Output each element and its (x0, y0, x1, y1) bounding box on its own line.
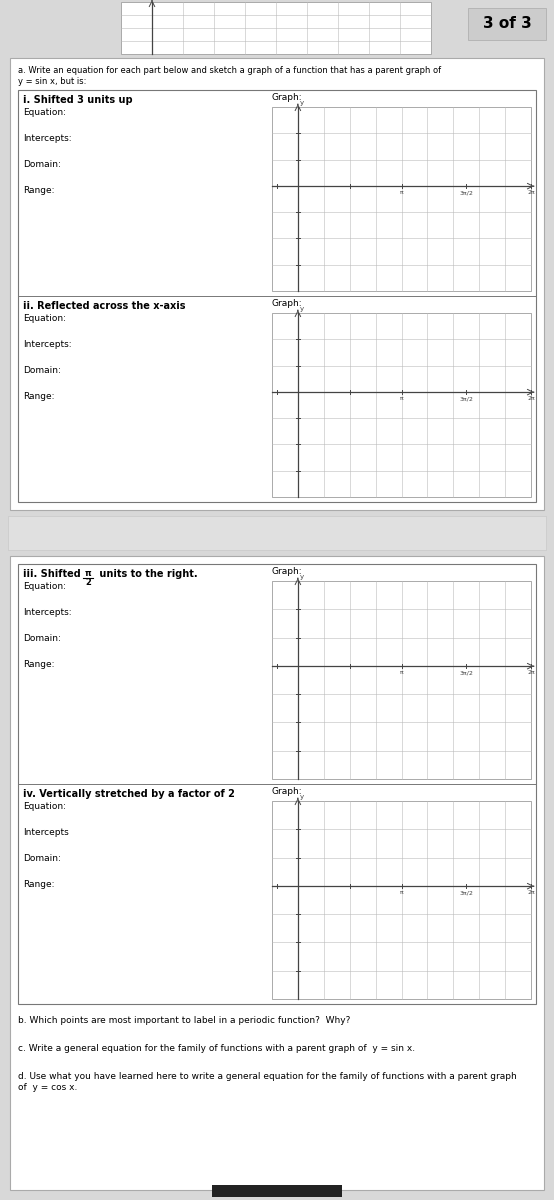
Text: y: y (300, 574, 304, 580)
Bar (10, 556, 544, 1190)
Text: Intercepts:: Intercepts: (23, 340, 71, 349)
Text: Graph:: Graph: (272, 92, 302, 102)
Text: Graph:: Graph: (272, 787, 302, 796)
Text: d. Use what you have learned here to write a general equation for the family of : d. Use what you have learned here to wri… (18, 1072, 517, 1081)
Bar (272, 581, 531, 779)
Text: Range:: Range: (23, 186, 54, 194)
Text: c. Write a general equation for the family of functions with a parent graph of  : c. Write a general equation for the fami… (18, 1044, 415, 1054)
Text: iv. Vertically stretched by a factor of 2: iv. Vertically stretched by a factor of … (23, 790, 235, 799)
Text: Domain:: Domain: (23, 366, 61, 374)
Bar (10, 58, 544, 510)
Bar (18, 564, 536, 1004)
Bar (8, 516, 546, 550)
Bar (0, 512, 554, 554)
Text: π: π (85, 569, 91, 578)
Text: y: y (300, 100, 304, 106)
Text: y: y (300, 306, 304, 312)
Text: Equation:: Equation: (23, 108, 66, 116)
Text: 2π: 2π (527, 670, 535, 676)
Text: Domain:: Domain: (23, 634, 61, 643)
Bar (468, 8, 546, 40)
Bar (212, 1186, 342, 1198)
Text: 3π/2: 3π/2 (459, 670, 473, 676)
Text: Intercepts: Intercepts (23, 828, 69, 838)
Text: 2π: 2π (527, 190, 535, 196)
Text: Range:: Range: (23, 880, 54, 889)
Text: of  y = cos x.: of y = cos x. (18, 1082, 78, 1092)
Text: Range:: Range: (23, 392, 54, 401)
Text: Equation:: Equation: (23, 802, 66, 811)
Text: 3π/2: 3π/2 (459, 396, 473, 401)
Bar (121, 2, 431, 54)
Text: Equation:: Equation: (23, 582, 66, 590)
Text: π: π (399, 890, 403, 895)
Text: Domain:: Domain: (23, 160, 61, 169)
Text: ii. Reflected across the x-axis: ii. Reflected across the x-axis (23, 301, 186, 311)
Text: y: y (300, 794, 304, 800)
Text: 3 of 3: 3 of 3 (483, 17, 531, 31)
Text: 2: 2 (85, 578, 91, 587)
Text: units to the right.: units to the right. (96, 569, 198, 578)
Text: 2π: 2π (527, 396, 535, 401)
Text: Graph:: Graph: (272, 566, 302, 576)
Text: a. Write an equation for each part below and sketch a graph of a function that h: a. Write an equation for each part below… (18, 66, 441, 74)
Text: y = sin x, but is:: y = sin x, but is: (18, 77, 86, 86)
Bar (272, 107, 531, 290)
Text: i. Shifted 3 units up: i. Shifted 3 units up (23, 95, 132, 104)
Text: Graph:: Graph: (272, 299, 302, 308)
Text: Intercepts:: Intercepts: (23, 608, 71, 617)
Bar (18, 90, 536, 502)
Text: 3π/2: 3π/2 (459, 190, 473, 196)
Text: 2π: 2π (527, 890, 535, 895)
Text: π: π (399, 670, 403, 676)
Text: Equation:: Equation: (23, 314, 66, 323)
Text: iii. Shifted: iii. Shifted (23, 569, 84, 578)
Bar (272, 802, 531, 998)
Bar (272, 313, 531, 497)
Text: π: π (399, 190, 403, 196)
Text: Domain:: Domain: (23, 854, 61, 863)
Text: 3π/2: 3π/2 (459, 890, 473, 895)
Text: Range:: Range: (23, 660, 54, 670)
Text: b. Which points are most important to label in a periodic function?  Why?: b. Which points are most important to la… (18, 1016, 350, 1025)
Text: Intercepts:: Intercepts: (23, 134, 71, 143)
Text: π: π (399, 396, 403, 401)
